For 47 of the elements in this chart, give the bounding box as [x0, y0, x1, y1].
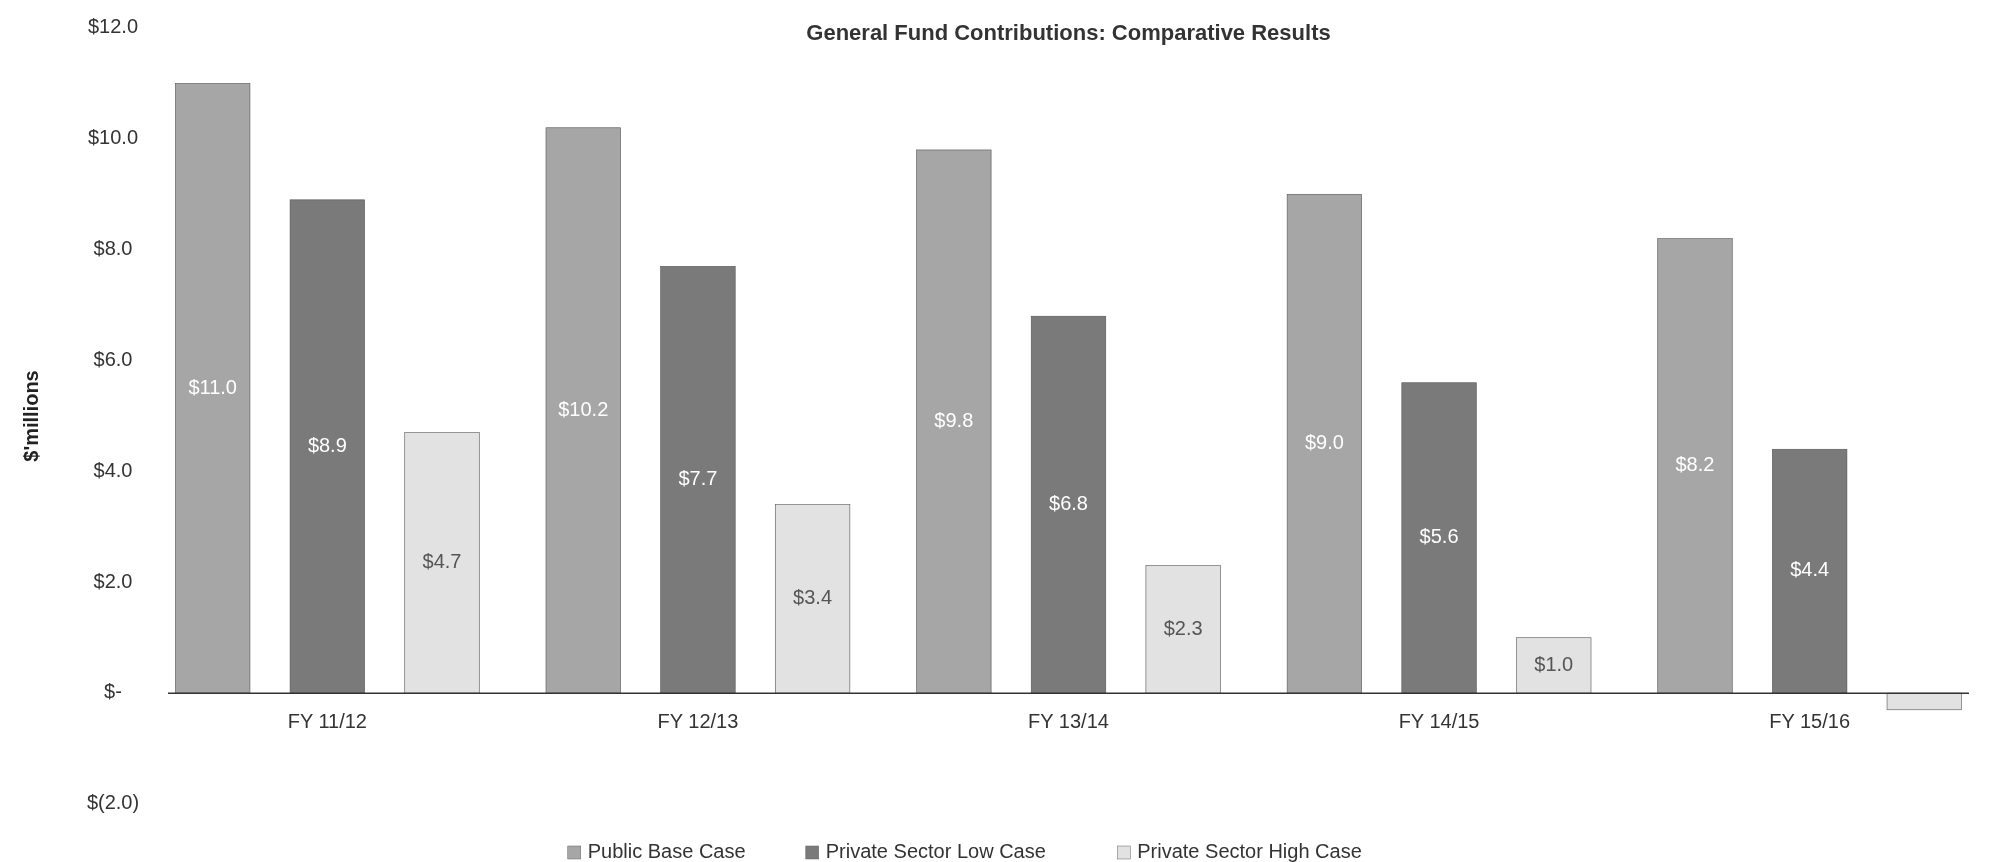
bar — [660, 266, 736, 694]
x-tick-label: FY 15/16 — [1769, 710, 1851, 733]
x-tick-label: FY 12/13 — [657, 710, 739, 733]
bar — [1772, 448, 1848, 694]
data-label: $4.7 — [422, 550, 462, 573]
data-label: $7.7 — [678, 467, 718, 490]
data-label: $4.4 — [1790, 558, 1830, 581]
legend-label: Public Base Case — [587, 840, 746, 862]
y-tick-label: $4.0 — [93, 458, 133, 481]
y-tick-label: $10.0 — [87, 126, 139, 149]
data-label: $1.0 — [1534, 652, 1574, 675]
bar — [545, 127, 621, 694]
legend-label: Private Sector Low Case — [825, 840, 1046, 862]
data-label: $3.4 — [793, 586, 833, 609]
bar — [175, 83, 251, 694]
bar — [916, 149, 992, 694]
x-tick-label: FY 11/12 — [287, 710, 368, 733]
data-label: $5.6 — [1419, 525, 1459, 548]
bar — [1657, 238, 1733, 694]
bar — [1886, 692, 1962, 711]
data-label: $11.0 — [188, 375, 237, 398]
bar — [1401, 382, 1477, 694]
y-tick-label: $(2.0) — [86, 791, 140, 814]
data-label: $6.8 — [1049, 491, 1088, 514]
x-tick-label: FY 14/15 — [1398, 710, 1480, 733]
x-tick-label: FY 13/14 — [1028, 710, 1109, 733]
y-tick-label: $- — [104, 680, 122, 703]
chart-title: General Fund Contributions: Comparative Results — [806, 20, 1331, 45]
data-label: $9.0 — [1304, 431, 1344, 453]
legend-label: Private Sector High Case — [1137, 840, 1362, 862]
bar — [1030, 315, 1107, 694]
data-label: $9.8 — [934, 408, 974, 431]
bar — [1286, 193, 1362, 694]
bar — [1516, 637, 1592, 694]
data-label: $8.2 — [1675, 453, 1715, 476]
bar — [775, 504, 851, 694]
data-label: $2.3 — [1163, 616, 1203, 639]
y-axis-title: $'millions — [20, 370, 42, 462]
y-tick-label: $6.0 — [93, 347, 133, 370]
y-tick-label: $12.0 — [87, 15, 139, 38]
data-label: $8.9 — [307, 433, 347, 456]
bar — [1145, 565, 1221, 694]
y-tick-label: $2.0 — [93, 569, 133, 592]
y-tick-label: $8.0 — [93, 237, 133, 259]
data-label: $10.2 — [558, 397, 609, 420]
bar — [289, 199, 365, 694]
bar — [404, 432, 480, 694]
